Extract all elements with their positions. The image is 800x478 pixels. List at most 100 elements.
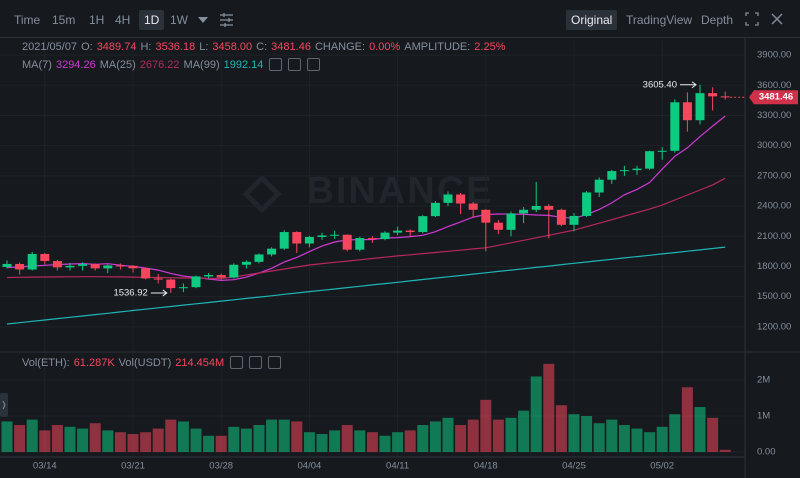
x-tick-label: 03/21: [121, 461, 145, 472]
candle-body: [418, 216, 428, 233]
interval[interactable]: 1H: [89, 13, 105, 27]
legend-value: 0.00%: [369, 41, 401, 53]
ma-line: [6, 246, 726, 325]
legend-label: O:: [81, 41, 93, 53]
legend-icon[interactable]: [249, 356, 263, 369]
volume-bar: [404, 430, 416, 452]
candle-body: [619, 170, 629, 172]
legend-icon[interactable]: [307, 58, 321, 71]
volume-bar: [165, 419, 177, 452]
candle-body: [2, 263, 12, 267]
candle-body: [456, 194, 466, 204]
volume-bar: [681, 387, 693, 452]
legend-icon[interactable]: [288, 58, 302, 71]
candle-body: [141, 268, 151, 279]
interval[interactable]: 4H: [115, 13, 131, 27]
volume-bar: [303, 432, 315, 452]
candle-body: [481, 209, 491, 223]
interval[interactable]: Time: [14, 13, 41, 27]
volume-legend-value: 61.287K: [73, 356, 115, 369]
volume-bar: [429, 421, 441, 452]
ma-name: MA(7): [22, 58, 52, 71]
interval[interactable]: 15m: [52, 13, 76, 27]
candle-body: [204, 275, 214, 277]
x-tick-label: 04/18: [474, 461, 498, 472]
legend-icon[interactable]: [230, 356, 244, 369]
fullscreen-icon[interactable]: [745, 12, 759, 26]
volume-bar: [644, 432, 656, 452]
close-icon[interactable]: [771, 13, 783, 25]
settings-icon[interactable]: [220, 13, 233, 27]
candle-body: [241, 261, 251, 265]
candle-body: [607, 171, 617, 180]
volume-bar: [215, 435, 227, 452]
volume-bar: [379, 435, 391, 452]
y-tick-label: 2M: [757, 375, 770, 386]
y-tick-label: 3600.00: [757, 80, 791, 91]
ma-value: 1992.14: [223, 58, 264, 71]
volume-bar: [89, 423, 101, 452]
volume-bar: [606, 419, 618, 452]
interval[interactable]: 1W: [170, 13, 188, 27]
ohlc-legend: 2021/05/07 O: 3489.74 H: 3536.18 L: 3458.00 C:…: [22, 41, 505, 53]
candle-body: [430, 202, 440, 217]
volume-bar: [593, 423, 605, 452]
view-tab[interactable]: TradingView: [626, 13, 693, 27]
legend-icon[interactable]: [268, 356, 282, 369]
volume-bar: [518, 410, 530, 452]
volume-bar: [656, 426, 668, 452]
y-tick-label: 2400.00: [757, 201, 791, 212]
volume-bar: [316, 434, 328, 452]
annotation-label: 1536.92: [113, 287, 147, 298]
volume-bar: [669, 414, 681, 452]
volume-bar: [278, 419, 290, 452]
view-tab[interactable]: Original: [566, 10, 618, 30]
volume-bar: [228, 426, 240, 452]
y-tick-label: 1200.00: [757, 321, 791, 332]
candle-body: [15, 263, 25, 270]
candle-body: [519, 209, 529, 214]
volume-bar: [240, 428, 252, 452]
volume-legend-value: 214.454M: [175, 356, 225, 369]
interval[interactable]: 1D: [139, 10, 165, 30]
y-tick-label: 2700.00: [757, 170, 791, 181]
candle-body: [166, 279, 176, 289]
volume-bar: [543, 363, 555, 452]
volume-bar: [568, 414, 580, 452]
dropdown-icon[interactable]: [198, 17, 208, 23]
volume-bar: [492, 419, 504, 452]
legend-label: L:: [199, 41, 209, 53]
legend-value: 3481.46: [271, 41, 311, 53]
volume-bar: [631, 428, 643, 452]
last-price-tag: [749, 90, 798, 105]
volume-bar: [291, 421, 303, 452]
legend-icon[interactable]: [269, 58, 283, 71]
candle-body: [40, 253, 50, 262]
volume-legend-label: Vol(ETH):: [22, 356, 70, 369]
volume-bar: [253, 425, 265, 452]
candle-body: [267, 248, 277, 255]
ma-line: [6, 177, 726, 280]
candle-body: [27, 253, 37, 270]
volume-bar: [190, 428, 202, 452]
volume-bar: [51, 425, 63, 452]
candle-body: [90, 264, 100, 269]
volume-bar: [341, 425, 353, 452]
side-tab-arrow: [2, 400, 6, 410]
side-tab[interactable]: [0, 393, 8, 417]
candle-body: [380, 232, 390, 240]
volume-legend: Vol(ETH): 61.287K Vol(USDT) 214.454M: [22, 356, 282, 369]
volume-bar: [1, 421, 13, 452]
view-tab[interactable]: Depth: [701, 13, 734, 27]
ma-name: MA(25): [99, 58, 136, 71]
volume-bar: [329, 430, 341, 452]
candle-body: [279, 232, 289, 249]
candle-body: [229, 264, 239, 278]
volume-bar: [442, 417, 454, 452]
candle-body: [52, 261, 62, 268]
candle-body: [569, 215, 579, 225]
x-tick-label: 05/02: [650, 461, 674, 472]
volume-bar: [417, 425, 429, 452]
ma-line: [6, 115, 726, 282]
